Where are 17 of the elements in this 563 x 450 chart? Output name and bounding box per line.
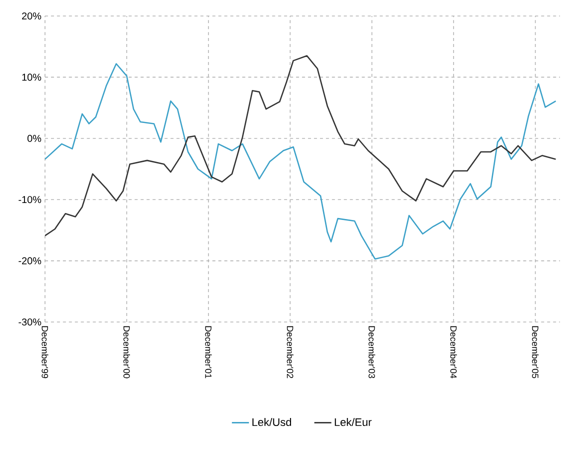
y-tick-label: -10% (18, 196, 42, 204)
y-tick-label: 10% (22, 74, 42, 81)
y-tick-label: 20% (22, 12, 42, 20)
y-tick-label: -20% (18, 257, 42, 264)
x-tick-label: December'00 (123, 326, 130, 378)
x-tick-label: December'05 (532, 326, 539, 378)
x-tick-label: December'99 (42, 326, 48, 378)
legend-label: Lek/Usd (252, 418, 292, 426)
x-tick-label: December'04 (450, 326, 457, 378)
x-tick-label: December'02 (286, 326, 294, 378)
line-series (45, 55, 556, 236)
x-tick-label: December'03 (368, 326, 376, 378)
line-series (45, 63, 556, 260)
legend-label: Lek/Eur (334, 418, 372, 426)
y-tick-label: -30% (18, 318, 42, 326)
y-tick-label: 0% (27, 134, 42, 142)
x-tick-label: December'01 (205, 326, 212, 378)
